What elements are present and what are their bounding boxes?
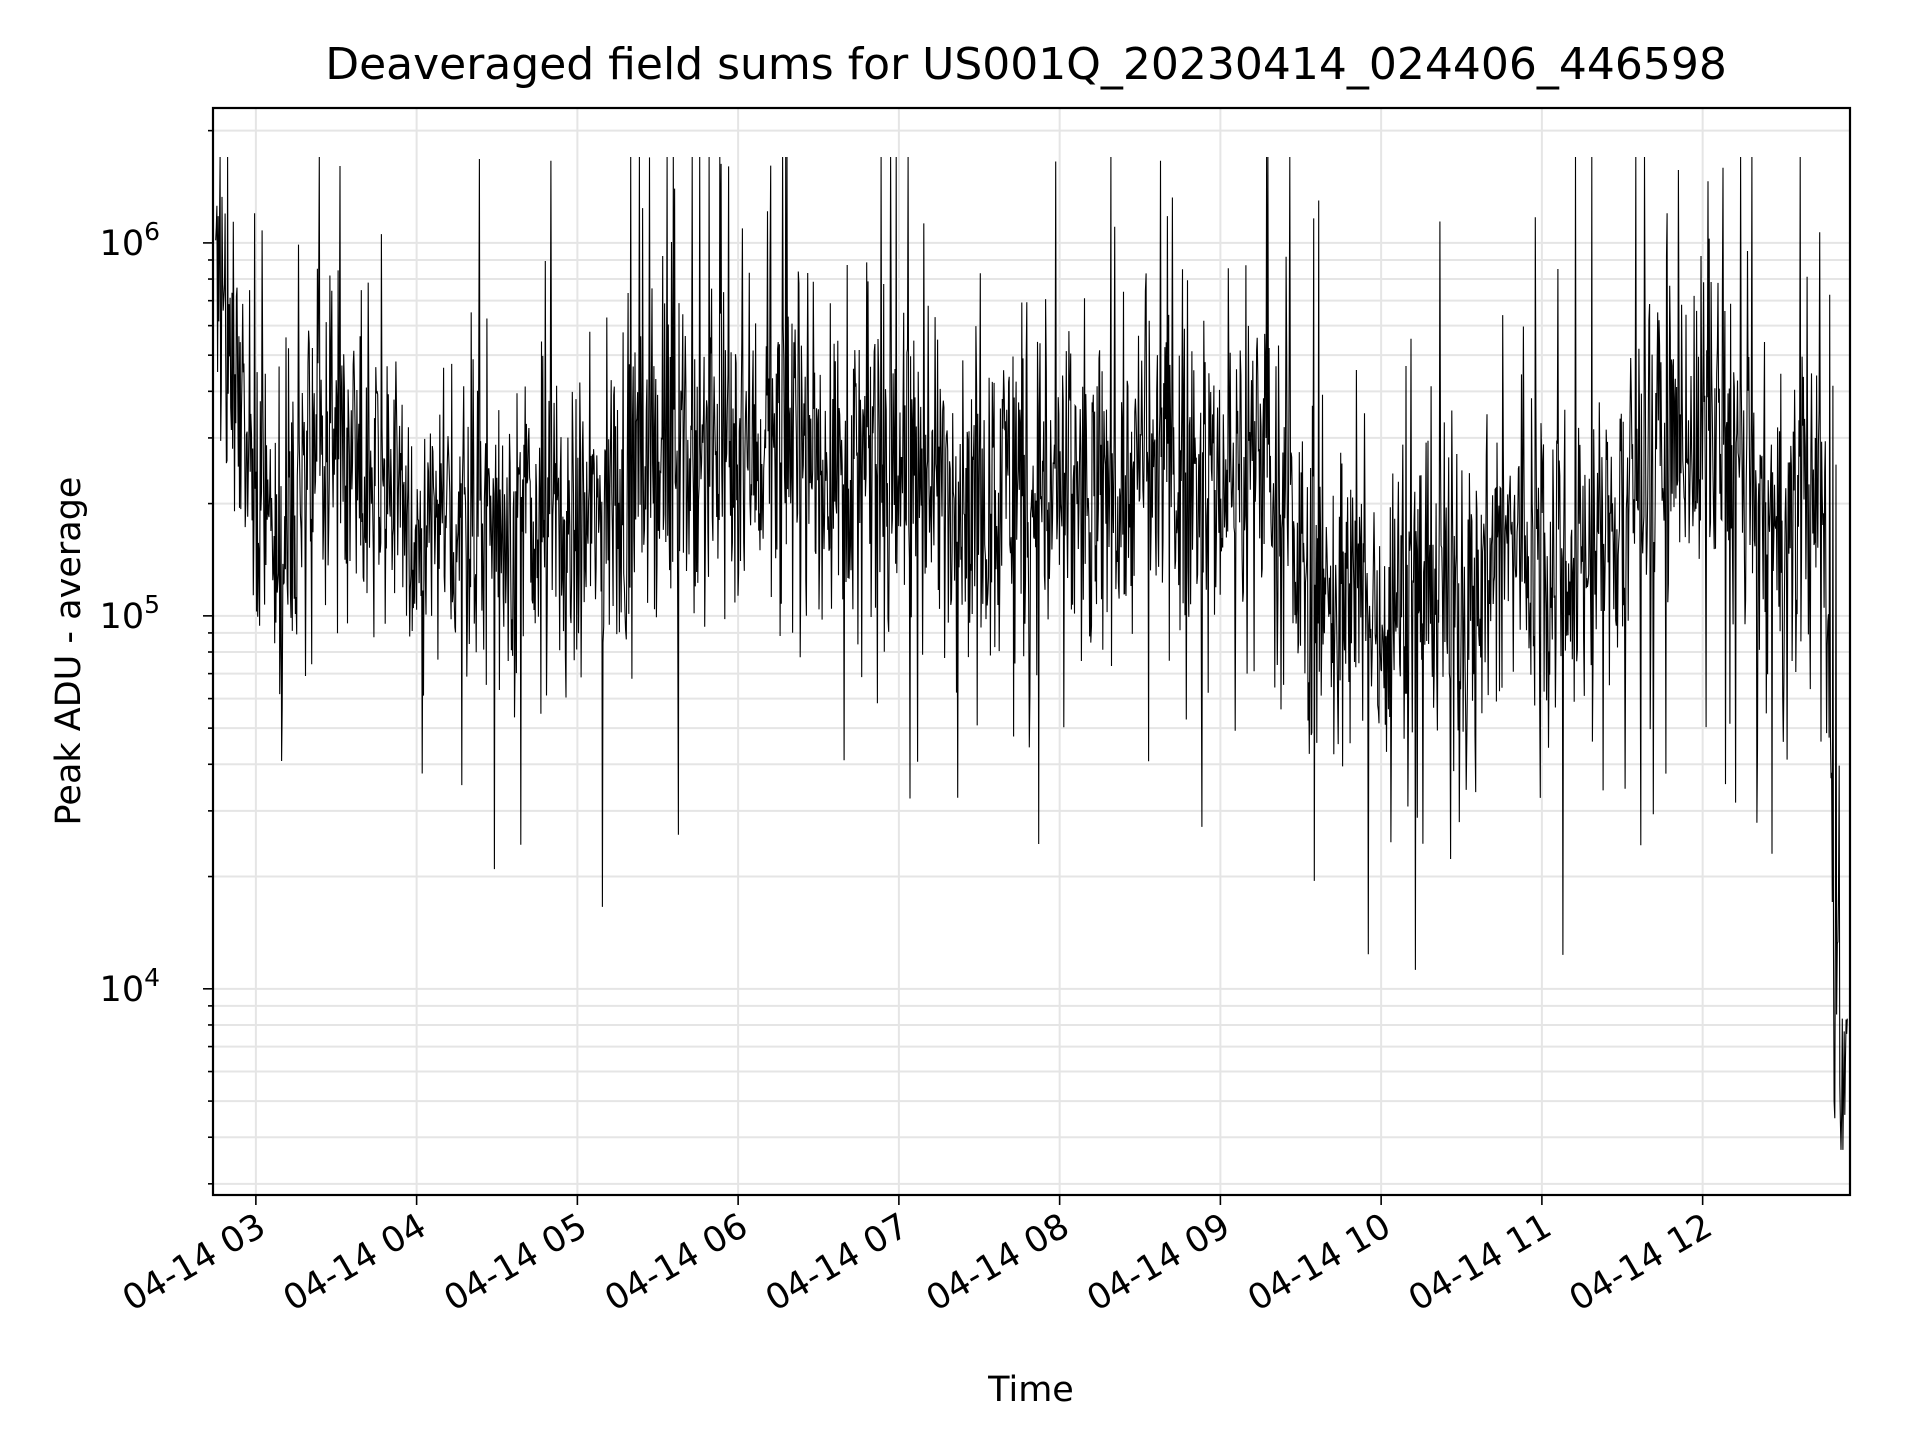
x-tick-label: 04-14 12 [1563, 1206, 1719, 1319]
y-axis-label: Peak ADU - average [49, 477, 89, 826]
x-tick-label: 04-14 03 [116, 1206, 272, 1319]
series-line [215, 156, 1848, 1150]
x-tick-label: 04-14 04 [277, 1206, 433, 1319]
x-axis-ticks: 04-14 03 04-14 04 04-14 05 04-14 06 04-14 07… [116, 1195, 1719, 1319]
chart-title: Deaveraged field sums for US001Q_2023041… [325, 39, 1727, 90]
y-axis-ticks: 104 105 106 [100, 129, 213, 1185]
x-tick-label: 04-14 11 [1402, 1206, 1558, 1319]
x-tick-label: 04-14 08 [920, 1206, 1076, 1319]
grid [213, 108, 1850, 1195]
x-tick-label: 04-14 05 [438, 1206, 594, 1319]
y-tick-label: 105 [100, 590, 160, 637]
x-tick-label: 04-14 10 [1241, 1206, 1397, 1319]
x-axis-label: Time [987, 1370, 1074, 1410]
x-tick-label: 04-14 09 [1081, 1206, 1237, 1319]
x-tick-label: 04-14 06 [598, 1206, 754, 1319]
y-tick-label: 106 [100, 217, 160, 264]
x-tick-label: 04-14 07 [759, 1206, 915, 1319]
y-tick-label: 104 [100, 963, 160, 1010]
